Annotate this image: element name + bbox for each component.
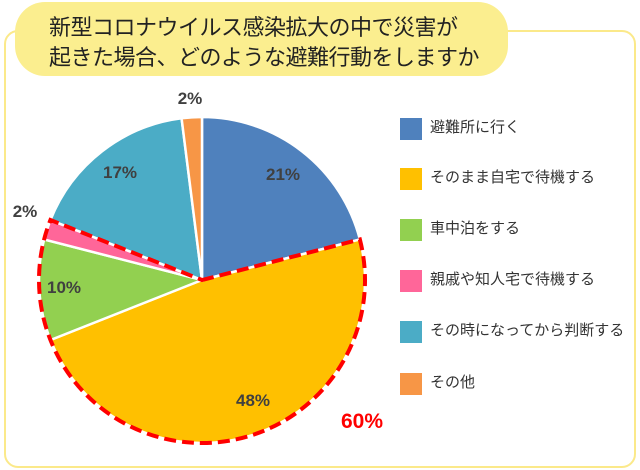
legend-item: その他 [400,373,475,395]
legend-item: 車中泊をする [400,219,520,241]
legend-label: そのまま自宅で待機する [430,168,596,186]
pie-slice [48,116,204,282]
data-label: 21% [266,165,300,184]
data-label: 17% [103,163,137,182]
legend-swatch [400,321,422,343]
legend-swatch [400,270,422,292]
highlight-outline [37,217,367,445]
legend-item: そのまま自宅で待機する [400,168,595,190]
data-label: 10% [47,278,81,297]
legend-label: 親戚や知人宅で待機する [430,270,596,288]
pie-slice [180,115,204,281]
legend-item: 避難所に行く [400,118,520,140]
legend-item: 親戚や知人宅で待機する [400,270,595,292]
legend-swatch [400,219,422,241]
title-line-2: 起きた場合、どのような避難行動をしますか [49,46,480,71]
legend-swatch [400,373,422,395]
annotation-label: 60% [341,410,383,433]
legend-label: 避難所に行く [430,118,521,136]
data-label: 48% [236,391,270,410]
title-banner: 新型コロナウイルス感染拡大の中で災害が 起きた場合、どのような避難行動をしますか [15,2,508,76]
data-label: 2% [178,89,203,108]
legend-label: その時になってから判断する [430,321,625,339]
legend-label: その他 [430,373,476,391]
legend-item: その時になってから判断する [400,321,635,343]
pie-slice [200,115,362,282]
data-label: 2% [13,202,38,221]
title-line-1: 新型コロナウイルス感染拡大の中で災害が [49,16,458,41]
legend-swatch [400,168,422,190]
legend-swatch [400,118,422,140]
legend-label: 車中泊をする [430,219,521,237]
